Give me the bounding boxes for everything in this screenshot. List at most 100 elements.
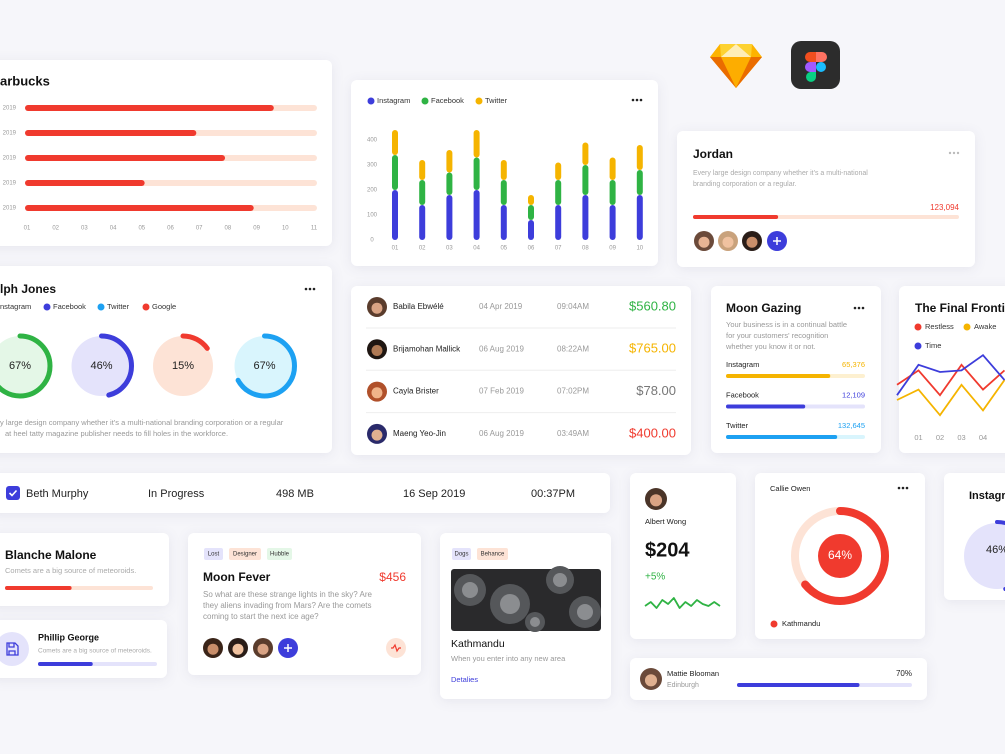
bar-segment bbox=[528, 220, 534, 240]
avatar-face bbox=[746, 236, 758, 248]
activity-icon bbox=[391, 643, 401, 653]
legend-dot bbox=[770, 620, 778, 628]
task-size: 498 MB bbox=[276, 488, 314, 500]
x-tick-label: 02 bbox=[52, 226, 59, 232]
more-dot bbox=[956, 151, 960, 155]
donut-arc bbox=[961, 520, 1005, 592]
card-title: Moon Fever bbox=[203, 570, 271, 584]
x-tick-label: 06 bbox=[528, 246, 535, 252]
bar-segment bbox=[582, 165, 589, 195]
donut-arc bbox=[791, 507, 889, 605]
figma-shape bbox=[805, 52, 816, 62]
sketch-shape bbox=[721, 57, 751, 88]
legend-label: Facebook bbox=[53, 302, 86, 311]
bar-segment bbox=[500, 205, 507, 240]
transaction-amount: $78.00 bbox=[636, 383, 676, 398]
card-title: Instagr bbox=[969, 490, 1005, 502]
plus-icon bbox=[773, 237, 781, 245]
tag-label: Hubble bbox=[270, 552, 290, 558]
description: they aliens invading from Mars? Are the … bbox=[203, 601, 372, 610]
task-name: Beth Murphy bbox=[26, 488, 89, 500]
transaction-time: 03:49AM bbox=[557, 429, 589, 438]
donut-label: 46% bbox=[986, 544, 1005, 556]
x-tick-label: 03 bbox=[957, 433, 965, 442]
donut-center bbox=[818, 534, 862, 578]
x-tick-label: 04 bbox=[110, 226, 117, 232]
line-series bbox=[896, 363, 1005, 397]
card-title: Kathmandu bbox=[451, 638, 505, 650]
row-label: 2019 bbox=[3, 181, 17, 187]
donut-arc bbox=[69, 333, 134, 399]
donut-fill bbox=[234, 336, 295, 396]
avatar-face bbox=[722, 236, 734, 248]
card-title: The Final Frontie bbox=[915, 301, 1005, 315]
value-label: 123,094 bbox=[930, 203, 959, 212]
card-title: Blanche Malone bbox=[5, 548, 97, 562]
y-tick-label: 300 bbox=[367, 163, 378, 169]
donut-arc bbox=[150, 333, 216, 399]
bar-segment bbox=[528, 195, 534, 205]
bar-segment bbox=[555, 180, 562, 205]
task-date: 16 Sep 2019 bbox=[403, 488, 465, 500]
donut-label: 15% bbox=[172, 360, 194, 372]
bar-segment bbox=[419, 160, 426, 180]
figma-shape bbox=[806, 72, 816, 82]
photo-succulent bbox=[530, 617, 540, 627]
more-dot bbox=[905, 486, 909, 490]
card bbox=[188, 533, 421, 675]
bar-segment bbox=[419, 205, 426, 240]
task-status: In Progress bbox=[148, 488, 205, 500]
card-title: arbucks bbox=[0, 73, 50, 88]
row-label: 2019 bbox=[3, 206, 17, 212]
transaction-date: 07 Feb 2019 bbox=[479, 387, 524, 396]
card bbox=[0, 473, 610, 513]
details-link[interactable]: Detalies bbox=[451, 675, 478, 684]
figma-shape bbox=[816, 52, 827, 62]
more-dot bbox=[635, 98, 639, 102]
more-dot bbox=[857, 306, 861, 310]
bar-segment bbox=[636, 170, 643, 195]
description: for your customers' recognition bbox=[726, 331, 828, 340]
bar-segment bbox=[500, 160, 507, 180]
transaction-amount: $765.00 bbox=[629, 341, 676, 356]
x-tick-label: 04 bbox=[473, 246, 480, 252]
legend-dot bbox=[142, 303, 150, 311]
photo-succulent bbox=[462, 582, 478, 598]
progress-fill bbox=[726, 404, 806, 409]
x-tick-label: 03 bbox=[446, 246, 453, 252]
x-tick-label: 06 bbox=[167, 226, 174, 232]
bar-segment bbox=[473, 157, 480, 190]
more-dot bbox=[853, 306, 857, 310]
x-tick-label: 01 bbox=[392, 246, 399, 252]
bar-segment bbox=[609, 180, 616, 205]
sketch-shape bbox=[720, 44, 736, 57]
x-tick-label: 08 bbox=[582, 246, 589, 252]
transaction-time: 08:22AM bbox=[557, 344, 589, 353]
row-value: 132,645 bbox=[838, 421, 865, 430]
card-title: Phillip George bbox=[38, 632, 99, 642]
more-dot bbox=[312, 287, 316, 291]
donut-fill bbox=[964, 523, 1005, 589]
transaction-amount: $560.80 bbox=[629, 298, 676, 313]
bar bbox=[25, 105, 274, 111]
bar-segment bbox=[419, 180, 426, 205]
bar bbox=[25, 155, 226, 161]
description: y large design company whether it's a mu… bbox=[0, 418, 284, 427]
transaction-date: 06 Aug 2019 bbox=[479, 429, 524, 438]
photo-succulent bbox=[553, 573, 567, 587]
bar-segment bbox=[473, 190, 480, 240]
photo-succulent bbox=[577, 604, 593, 620]
avatar-face bbox=[698, 236, 710, 248]
bar bbox=[25, 180, 145, 186]
row-label: 2019 bbox=[3, 131, 17, 137]
donut-arc bbox=[232, 333, 297, 399]
plus-icon bbox=[284, 644, 292, 652]
description: Comets are a big source of meteoroids. bbox=[38, 648, 152, 655]
legend-label: Restless bbox=[925, 322, 954, 331]
legend-label: Twitter bbox=[485, 96, 508, 105]
progress-fill bbox=[693, 215, 779, 219]
checkbox bbox=[6, 486, 20, 500]
legend-dot bbox=[367, 97, 375, 105]
